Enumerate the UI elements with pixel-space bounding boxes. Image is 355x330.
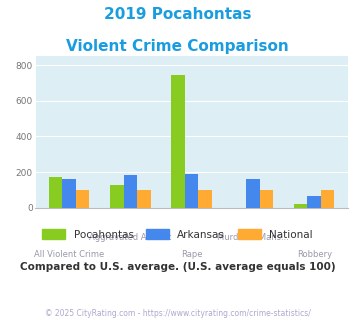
- Bar: [76, 190, 89, 208]
- Bar: [260, 190, 273, 208]
- Text: Violent Crime Comparison: Violent Crime Comparison: [66, 39, 289, 54]
- Text: Compared to U.S. average. (U.S. average equals 100): Compared to U.S. average. (U.S. average …: [20, 262, 335, 272]
- Text: 2019 Pocahontas: 2019 Pocahontas: [104, 7, 251, 22]
- Bar: [294, 204, 307, 208]
- Bar: [124, 175, 137, 208]
- Bar: [198, 190, 212, 208]
- Bar: [246, 179, 260, 208]
- Bar: [321, 190, 334, 208]
- Bar: [62, 179, 76, 208]
- Text: Rape: Rape: [181, 249, 202, 259]
- Text: © 2025 CityRating.com - https://www.cityrating.com/crime-statistics/: © 2025 CityRating.com - https://www.city…: [45, 309, 310, 318]
- Legend: Pocahontas, Arkansas, National: Pocahontas, Arkansas, National: [42, 229, 313, 240]
- Bar: [171, 75, 185, 208]
- Text: Robbery: Robbery: [297, 249, 332, 259]
- Bar: [185, 174, 198, 208]
- Text: All Violent Crime: All Violent Crime: [34, 249, 104, 259]
- Text: Aggravated Assault: Aggravated Assault: [89, 233, 171, 242]
- Bar: [49, 177, 62, 208]
- Bar: [307, 196, 321, 208]
- Bar: [110, 185, 124, 208]
- Bar: [137, 190, 151, 208]
- Text: Murder & Mans...: Murder & Mans...: [217, 233, 289, 242]
